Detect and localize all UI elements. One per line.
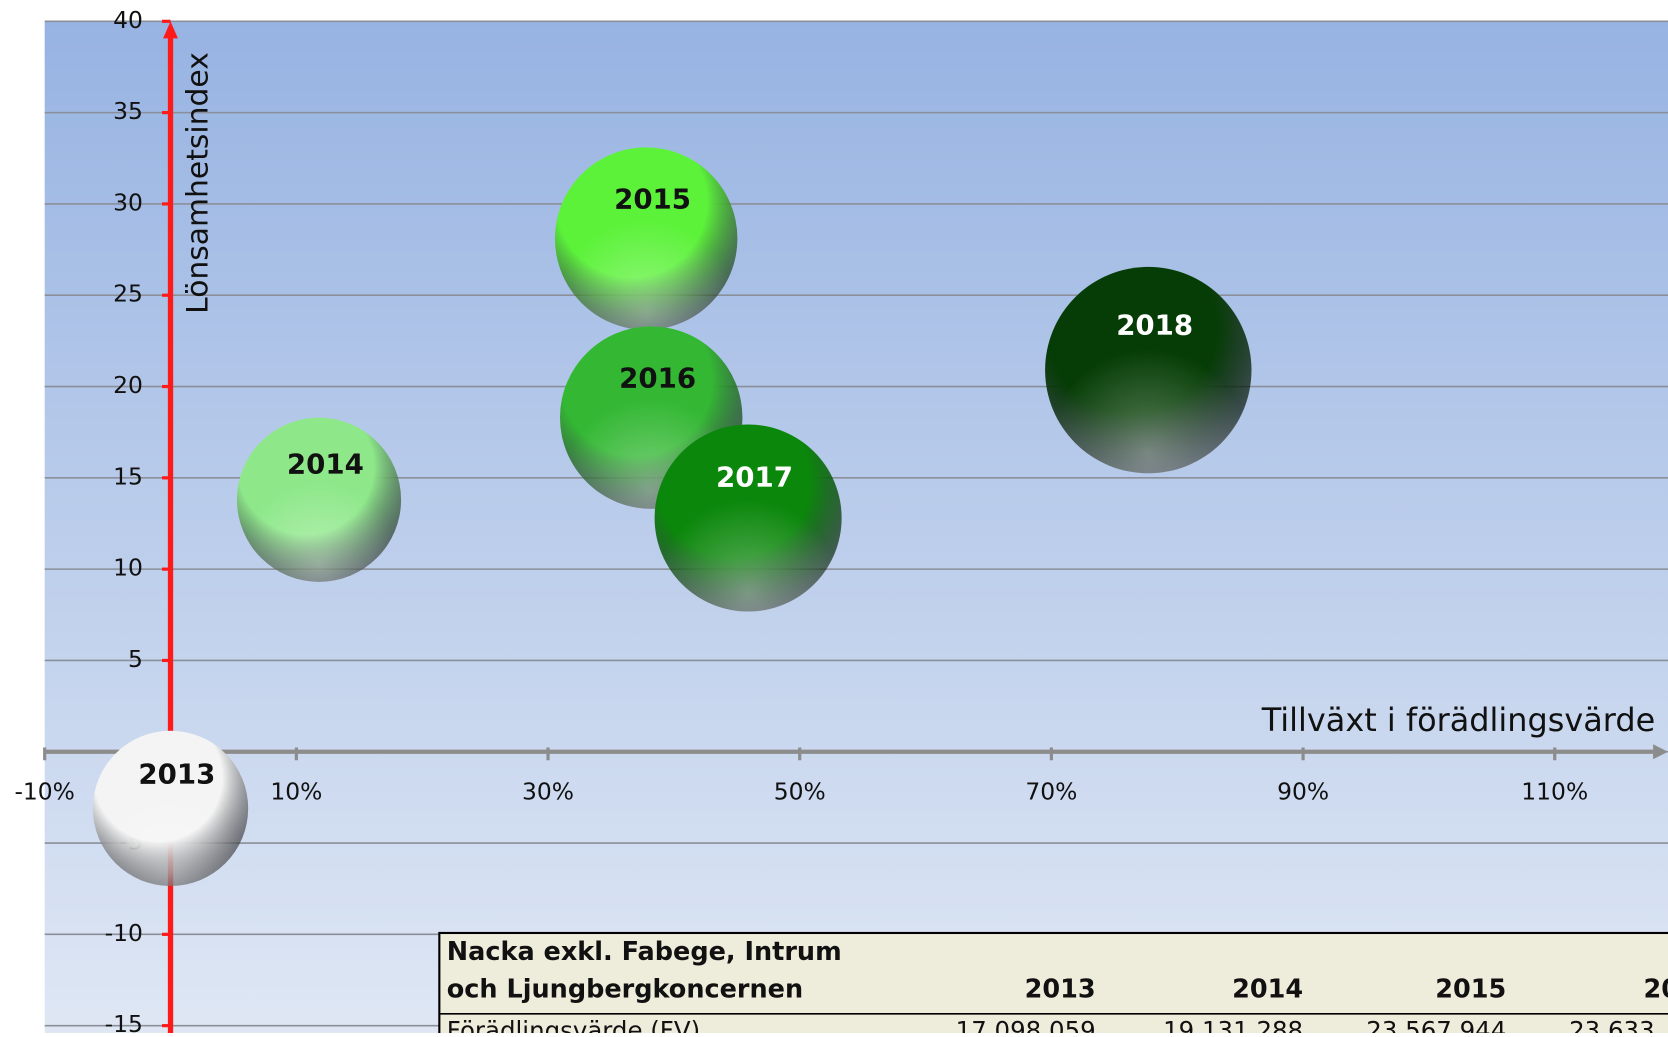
table-cell: 23 567 944	[1366, 1016, 1506, 1033]
bubble-highlight	[236, 417, 402, 582]
bubble-label: 2016	[619, 361, 696, 394]
y-tick-label: 20	[113, 371, 143, 399]
y-tick-label: 15	[113, 462, 143, 490]
y-tick-label: -10	[105, 919, 143, 947]
x-axis-label: Tillväxt i förädlingsvärde	[1261, 701, 1655, 739]
x-tick-label: 10%	[270, 778, 322, 806]
y-tick-label: 25	[113, 280, 143, 308]
bubble-label: 2018	[1116, 309, 1193, 342]
x-tick-label: 90%	[1277, 778, 1329, 806]
table-row-label: Förädlingsvärde (FV)	[447, 1016, 700, 1033]
bubble-label: 2017	[716, 461, 793, 494]
bubble-highlight	[1045, 266, 1252, 474]
x-tick-label: 30%	[522, 778, 574, 806]
y-tick-label: 10	[113, 554, 143, 582]
table-box	[438, 931, 1668, 1037]
table-column-header: 2014	[1232, 974, 1303, 1004]
y-axis-arrow	[163, 21, 178, 39]
table-title: Nacka exkl. Fabege, Intrum	[447, 937, 842, 967]
table-column-header: 2015	[1435, 974, 1506, 1004]
table-cell: 23 633	[1569, 1016, 1655, 1033]
y-axis-label: Lönsamhetsindex	[181, 52, 216, 314]
table-title: och Ljungbergkoncernen	[447, 974, 803, 1004]
bubble-label: 2015	[614, 182, 691, 215]
bubble-highlight	[654, 424, 842, 612]
table-cell: 19 131 288	[1163, 1016, 1303, 1033]
x-tick-label: 110%	[1521, 778, 1588, 806]
y-tick-label: 30	[113, 188, 143, 216]
y-tick-label: 35	[113, 97, 143, 125]
y-tick-label: 5	[128, 645, 143, 673]
bubble-label: 2013	[138, 758, 215, 791]
table-cell: 17 098 059	[956, 1016, 1096, 1033]
x-axis-arrow	[1653, 744, 1668, 760]
bubble-highlight	[554, 147, 738, 330]
x-tick-label: 50%	[774, 778, 826, 806]
bubble-highlight	[92, 730, 249, 887]
x-tick-label: -10%	[14, 778, 74, 806]
table-column-header: 2013	[1025, 974, 1096, 1004]
y-tick-label: 40	[113, 6, 143, 34]
bubble-label: 2014	[287, 447, 364, 480]
table-column-header: 20	[1644, 974, 1668, 1004]
y-tick-label: -15	[105, 1010, 143, 1033]
x-tick-label: 70%	[1025, 778, 1077, 806]
